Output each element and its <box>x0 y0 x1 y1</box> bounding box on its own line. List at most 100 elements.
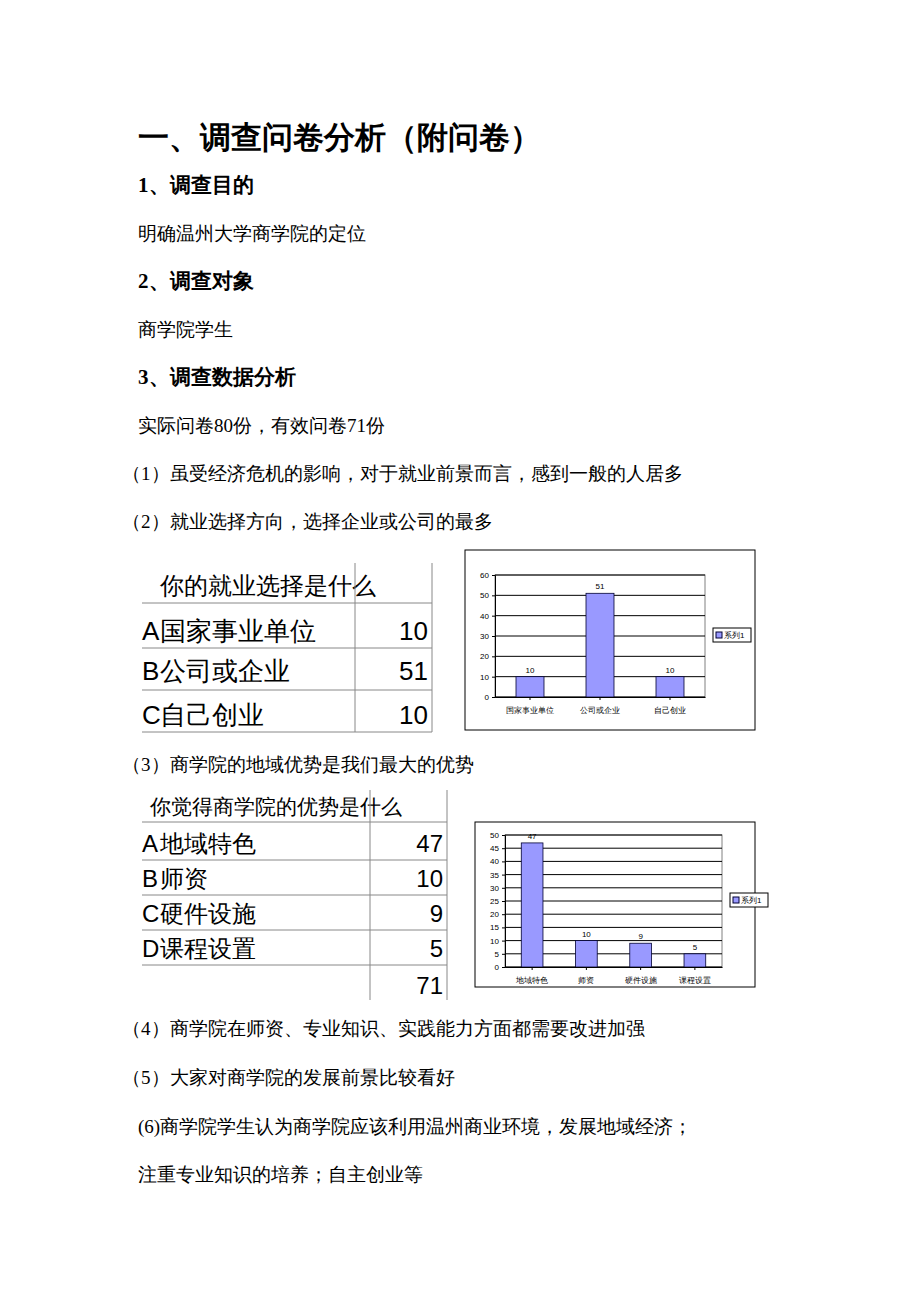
tick: 10 <box>490 937 505 946</box>
table-cell: 自己创业 <box>160 700 264 730</box>
legend-box <box>713 628 751 642</box>
chart: 47109505101520253035404550地域特色师资硬件设施课程设置… <box>475 822 768 987</box>
x-axis: 地域特色师资硬件设施课程设置 <box>506 967 723 985</box>
section-title: 2、调查对象 <box>138 269 254 293</box>
tick-mark <box>502 835 505 836</box>
x-axis: 国家事业单位 公司或企业自己创业 <box>496 697 706 715</box>
table-rule <box>142 860 447 861</box>
table-rule <box>355 563 356 732</box>
page: 一、调查问卷分析（附问卷）1、调查目的明确温州大学商学院的定位2、调查对象商学院… <box>0 0 920 1302</box>
tick: 25 <box>490 897 505 906</box>
grid-line <box>495 575 705 576</box>
legend-entry: 系列1 <box>741 896 762 905</box>
data-label: 47 <box>528 832 537 841</box>
table-rule <box>142 603 432 604</box>
tick-label: 国家事业单位 <box>506 706 554 715</box>
table: 你觉得商学院的优势是什么A地域特色47B师资10C硬件设施9D课程设置571 <box>142 790 447 1000</box>
legend-swatch <box>716 632 722 638</box>
tick-label: 15 <box>490 923 499 932</box>
paragraph: 注重专业知识的培养；自主创业等 <box>138 1164 423 1185</box>
axis-line <box>492 576 496 698</box>
tick-label: 25 <box>490 897 499 906</box>
bar <box>516 677 544 697</box>
table-cell: B <box>142 865 158 892</box>
tick-mark <box>492 575 495 576</box>
tick: 45 <box>490 844 505 853</box>
table-cell: 9 <box>430 900 443 927</box>
tick-mark <box>502 954 505 955</box>
y-axis: 0102030405060 <box>480 571 495 702</box>
table-rule <box>142 965 447 966</box>
tick-label: 30 <box>480 632 489 641</box>
tick-mark <box>502 941 505 942</box>
tick-label: 50 <box>480 591 489 600</box>
tick-label: 自己创业 <box>654 706 686 715</box>
tick-mark <box>492 656 495 657</box>
paragraph: （4）商学院在师资、专业知识、实践能力方面都需要改进加强 <box>122 1018 645 1039</box>
axis-line <box>506 967 723 968</box>
tick: 20 <box>490 910 505 919</box>
tick: 30 <box>490 884 505 893</box>
tick: 课程设置 <box>679 967 711 985</box>
tick-mark <box>502 861 505 862</box>
table-rule <box>142 648 432 649</box>
bar <box>630 943 652 967</box>
paragraph: （1）虽受经济危机的影响，对于就业前景而言，感到一般的人居多 <box>122 463 683 484</box>
tick-label: 师资 <box>578 976 594 985</box>
legend-box <box>730 893 768 907</box>
bar <box>656 677 684 697</box>
bar <box>684 954 706 967</box>
paragraph: (6)商学院学生认为商学院应该利用温州商业环境，发展地域经济； <box>138 1116 692 1138</box>
tick-label: 40 <box>480 612 489 621</box>
tick-mark <box>600 697 601 700</box>
tick-label: 5 <box>495 950 500 959</box>
tick: 50 <box>480 591 495 600</box>
tick-label: 20 <box>490 910 499 919</box>
tick-label: 30 <box>490 884 499 893</box>
table-cell: 硬件设施 <box>160 900 256 927</box>
table-rule <box>447 790 448 1000</box>
table-rule <box>142 930 447 931</box>
tick-label: 硬件设施 <box>625 976 657 985</box>
tick-label: 10 <box>490 937 499 946</box>
table-cell: 10 <box>399 616 428 646</box>
tick: 20 <box>480 652 495 661</box>
table-cell: 10 <box>399 700 428 730</box>
table-cell: C <box>142 900 159 927</box>
tick: 40 <box>480 612 495 621</box>
section-title: 1、调查目的 <box>138 173 254 197</box>
tick: 硬件设施 <box>625 967 657 985</box>
table: 你的就业选择是什么A国家事业单位10B公司或企业51C自己创业10 <box>142 563 432 732</box>
tick: 0 <box>485 693 495 702</box>
tick: 30 <box>480 632 495 641</box>
table-rule <box>142 690 432 691</box>
table-cell: 国家事业单位 <box>160 616 316 646</box>
grid-line <box>505 835 722 836</box>
table-cell: 51 <box>399 656 428 686</box>
tick-label: 10 <box>480 673 489 682</box>
table-rule <box>370 790 371 1000</box>
tick-mark <box>502 914 505 915</box>
bar <box>576 941 598 967</box>
legend-entry: 系列1 <box>724 631 745 640</box>
tick-label: 45 <box>490 844 499 853</box>
table-title: 你的就业选择是什么 <box>159 572 376 599</box>
table-cell: B <box>142 656 159 686</box>
table-rule <box>142 732 432 733</box>
tick-mark <box>502 927 505 928</box>
paragraph: 实际问卷80份，有效问卷71份 <box>138 415 385 436</box>
legend: 系列1 <box>730 893 768 907</box>
tick-mark <box>492 616 495 617</box>
tick-mark <box>492 697 495 698</box>
paragraph: 明确温州大学商学院的定位 <box>138 223 366 244</box>
data-label: 10 <box>666 666 675 675</box>
table-cell: A <box>142 616 160 646</box>
legend-swatch <box>733 897 739 903</box>
tick-mark <box>532 967 533 970</box>
tick: 国家事业单位 <box>506 697 554 715</box>
table-cell: 71 <box>416 972 443 999</box>
tick: 5 <box>495 950 505 959</box>
tick: 公司或企业 <box>580 697 620 715</box>
bars <box>516 593 684 697</box>
table-cell: 师资 <box>160 865 208 892</box>
